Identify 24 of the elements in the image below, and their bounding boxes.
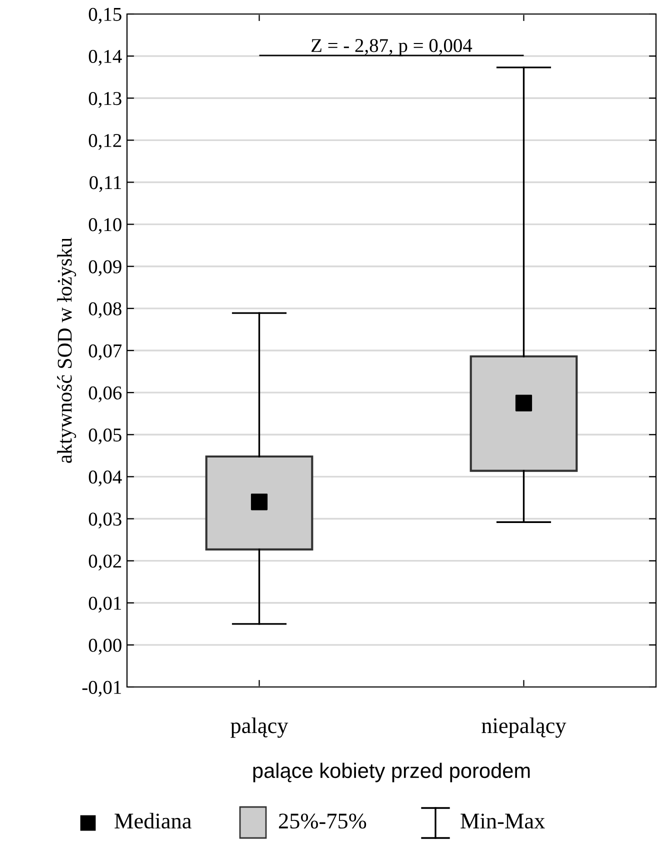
y-tick-label: 0,08 — [88, 302, 122, 318]
y-tick-label: 0,12 — [88, 134, 122, 150]
y-tick-label: 0,00 — [88, 638, 122, 655]
y-tick-label: 0,09 — [88, 260, 122, 276]
y-axis-title: aktywność SOD w łożysku — [57, 238, 76, 463]
text: Min-Max — [460, 814, 545, 829]
y-tick-label: 0,15 — [88, 8, 122, 24]
y-tick-label: 0,04 — [88, 470, 122, 486]
y-tick-label: -0,01 — [82, 680, 121, 697]
y-tick-label: 0,03 — [88, 512, 122, 528]
x-tick-label: niepalący — [482, 718, 566, 738]
y-tick-label: 0,14 — [88, 50, 122, 66]
text: Mediana — [114, 812, 192, 829]
y-tick-label: 0,01 — [88, 596, 121, 613]
y-tick-label: 0,02 — [88, 554, 122, 571]
y-tick-label: 0,10 — [88, 218, 122, 234]
y-tick-label: 0,11 — [90, 176, 121, 192]
y-tick-label: 0,13 — [88, 92, 122, 108]
y-tick-label: 0,05 — [88, 428, 122, 444]
x-axis-title: palące kobiety przed porodem — [253, 762, 530, 782]
y-tick-label: 0,07 — [88, 344, 122, 360]
x-tick-label: palący — [230, 718, 288, 738]
text: 25%-75% — [278, 814, 366, 829]
y-tick-label: 0,06 — [88, 386, 122, 402]
